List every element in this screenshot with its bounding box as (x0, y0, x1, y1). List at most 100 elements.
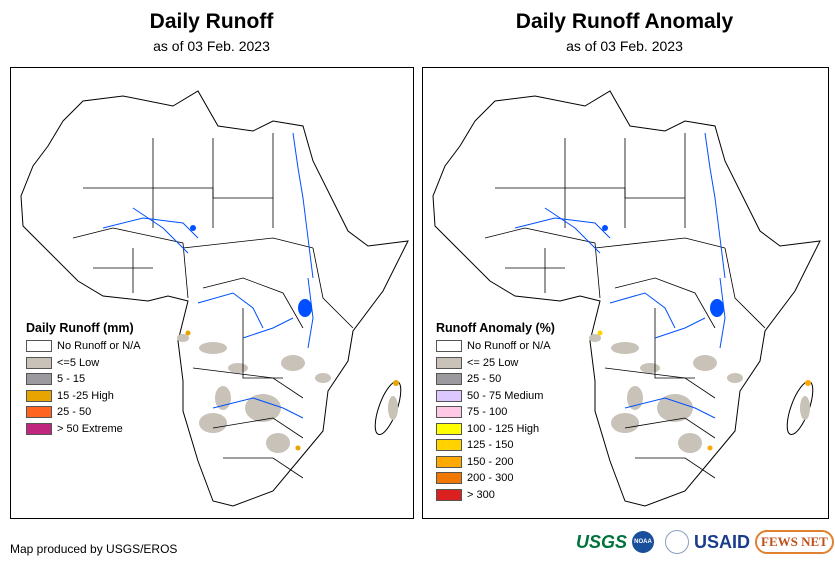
runoff-area (199, 413, 227, 433)
runoff-map: Daily Runoff (mm) No Runoff or N/A <=5 Lo… (10, 67, 414, 519)
legend-label: 5 - 15 (57, 373, 86, 386)
legend-item: 25 - 50 (26, 404, 148, 421)
country-border (182, 237, 314, 249)
river (307, 277, 314, 349)
usaid-logo-seal (665, 530, 690, 554)
legend-item: 15 -25 High (26, 388, 148, 405)
legend-item: 150 - 200 (436, 454, 564, 471)
river (654, 317, 706, 339)
country-border (202, 277, 304, 329)
legend-label: <= 25 Low (467, 356, 519, 369)
left-subtitle: as of 03 Feb. 2023 (153, 38, 270, 54)
africa-map (20, 90, 409, 507)
high-runoff-spot (295, 445, 301, 451)
legend-item: 5 - 15 (26, 371, 148, 388)
legend-label: 25 - 50 (57, 406, 92, 419)
country-border (223, 457, 304, 479)
runoff-area (177, 334, 189, 342)
high-runoff-spot (393, 380, 399, 386)
anomaly-legend: Runoff Anomaly (%) No Runoff or N/A <= 25… (431, 318, 569, 506)
runoff-area (657, 394, 693, 422)
legend-label: > 50 Extreme (57, 422, 123, 435)
legend-item: 50 - 75 Medium (436, 388, 564, 405)
river (704, 132, 726, 279)
left-title: Daily Runoff (149, 10, 274, 33)
logos: USGS NOAA USAID FEWS NET (576, 530, 834, 554)
country-border (242, 308, 283, 379)
legend-item: <= 25 Low (436, 355, 564, 372)
credit-text: Map produced by USGS/EROS (10, 542, 178, 556)
country-border (724, 247, 766, 329)
runoff-area (611, 342, 639, 354)
country-border (614, 277, 716, 329)
legend-label: 150 - 200 (467, 455, 514, 468)
africa-map (432, 90, 821, 507)
legend-swatch (436, 406, 462, 419)
legend-label: 25 - 50 (467, 373, 502, 386)
legend-title: Runoff Anomaly (%) (436, 321, 555, 335)
runoff-area (611, 413, 639, 433)
river (544, 207, 601, 254)
country-border (594, 237, 726, 249)
runoff-area (589, 334, 601, 342)
runoff-area (281, 355, 305, 371)
runoff-area (199, 342, 227, 354)
legend-label: > 300 (467, 488, 495, 501)
runoff-area (228, 363, 248, 373)
legend-item: No Runoff or N/A (436, 338, 564, 355)
legend-item: 100 - 125 High (436, 421, 564, 438)
country-border (112, 227, 189, 299)
noaa-logo: NOAA (632, 531, 655, 553)
lake-victoria (710, 299, 724, 317)
river (514, 217, 611, 239)
legend-swatch (436, 422, 462, 435)
lake (190, 225, 196, 231)
legend-item: 200 - 300 (436, 470, 564, 487)
river (292, 132, 314, 279)
legend-swatch (26, 356, 52, 369)
country-border (604, 367, 716, 399)
legend-swatch (436, 488, 462, 501)
legend-item: > 300 (436, 487, 564, 504)
country-border (624, 417, 716, 439)
legend-swatch (436, 472, 462, 485)
country-border (484, 227, 526, 239)
runoff-legend: Daily Runoff (mm) No Runoff or N/A <=5 Lo… (21, 318, 153, 440)
legend-swatch (26, 406, 52, 419)
country-border (192, 367, 304, 399)
lake (602, 225, 608, 231)
runoff-area (245, 394, 281, 422)
river (212, 397, 304, 419)
fewsnet-logo: FEWS NET (755, 530, 834, 554)
legend-swatch (26, 340, 52, 353)
usgs-logo: USGS (576, 531, 628, 552)
legend-label: 50 - 75 Medium (467, 389, 544, 402)
legend-label: 125 - 150 (467, 439, 514, 452)
legend-swatch (26, 373, 52, 386)
legend-swatch (26, 389, 52, 402)
runoff-area (727, 373, 743, 383)
legend-swatch (26, 422, 52, 435)
legend-label: 200 - 300 (467, 472, 514, 485)
legend-item: 25 - 50 (436, 371, 564, 388)
legend-item: No Runoff or N/A (26, 338, 148, 355)
runoff-area (266, 433, 290, 453)
runoff-area (678, 433, 702, 453)
high-runoff-spot (805, 380, 811, 386)
legend-item: <=5 Low (26, 355, 148, 372)
legend-item: 125 - 150 (436, 437, 564, 454)
country-border (212, 417, 304, 439)
high-runoff-spot (185, 330, 191, 336)
river (242, 317, 294, 339)
country-border (212, 138, 273, 199)
country-border (72, 227, 114, 239)
legend-swatch (436, 356, 462, 369)
river (624, 397, 716, 419)
country-border (635, 457, 716, 479)
high-runoff-spot (597, 330, 603, 336)
legend-swatch (436, 340, 462, 353)
legend-label: No Runoff or N/A (467, 340, 551, 353)
legend-label: 75 - 100 (467, 406, 508, 419)
legend-label: 100 - 125 High (467, 422, 540, 435)
right-title: Daily Runoff Anomaly (515, 10, 734, 33)
